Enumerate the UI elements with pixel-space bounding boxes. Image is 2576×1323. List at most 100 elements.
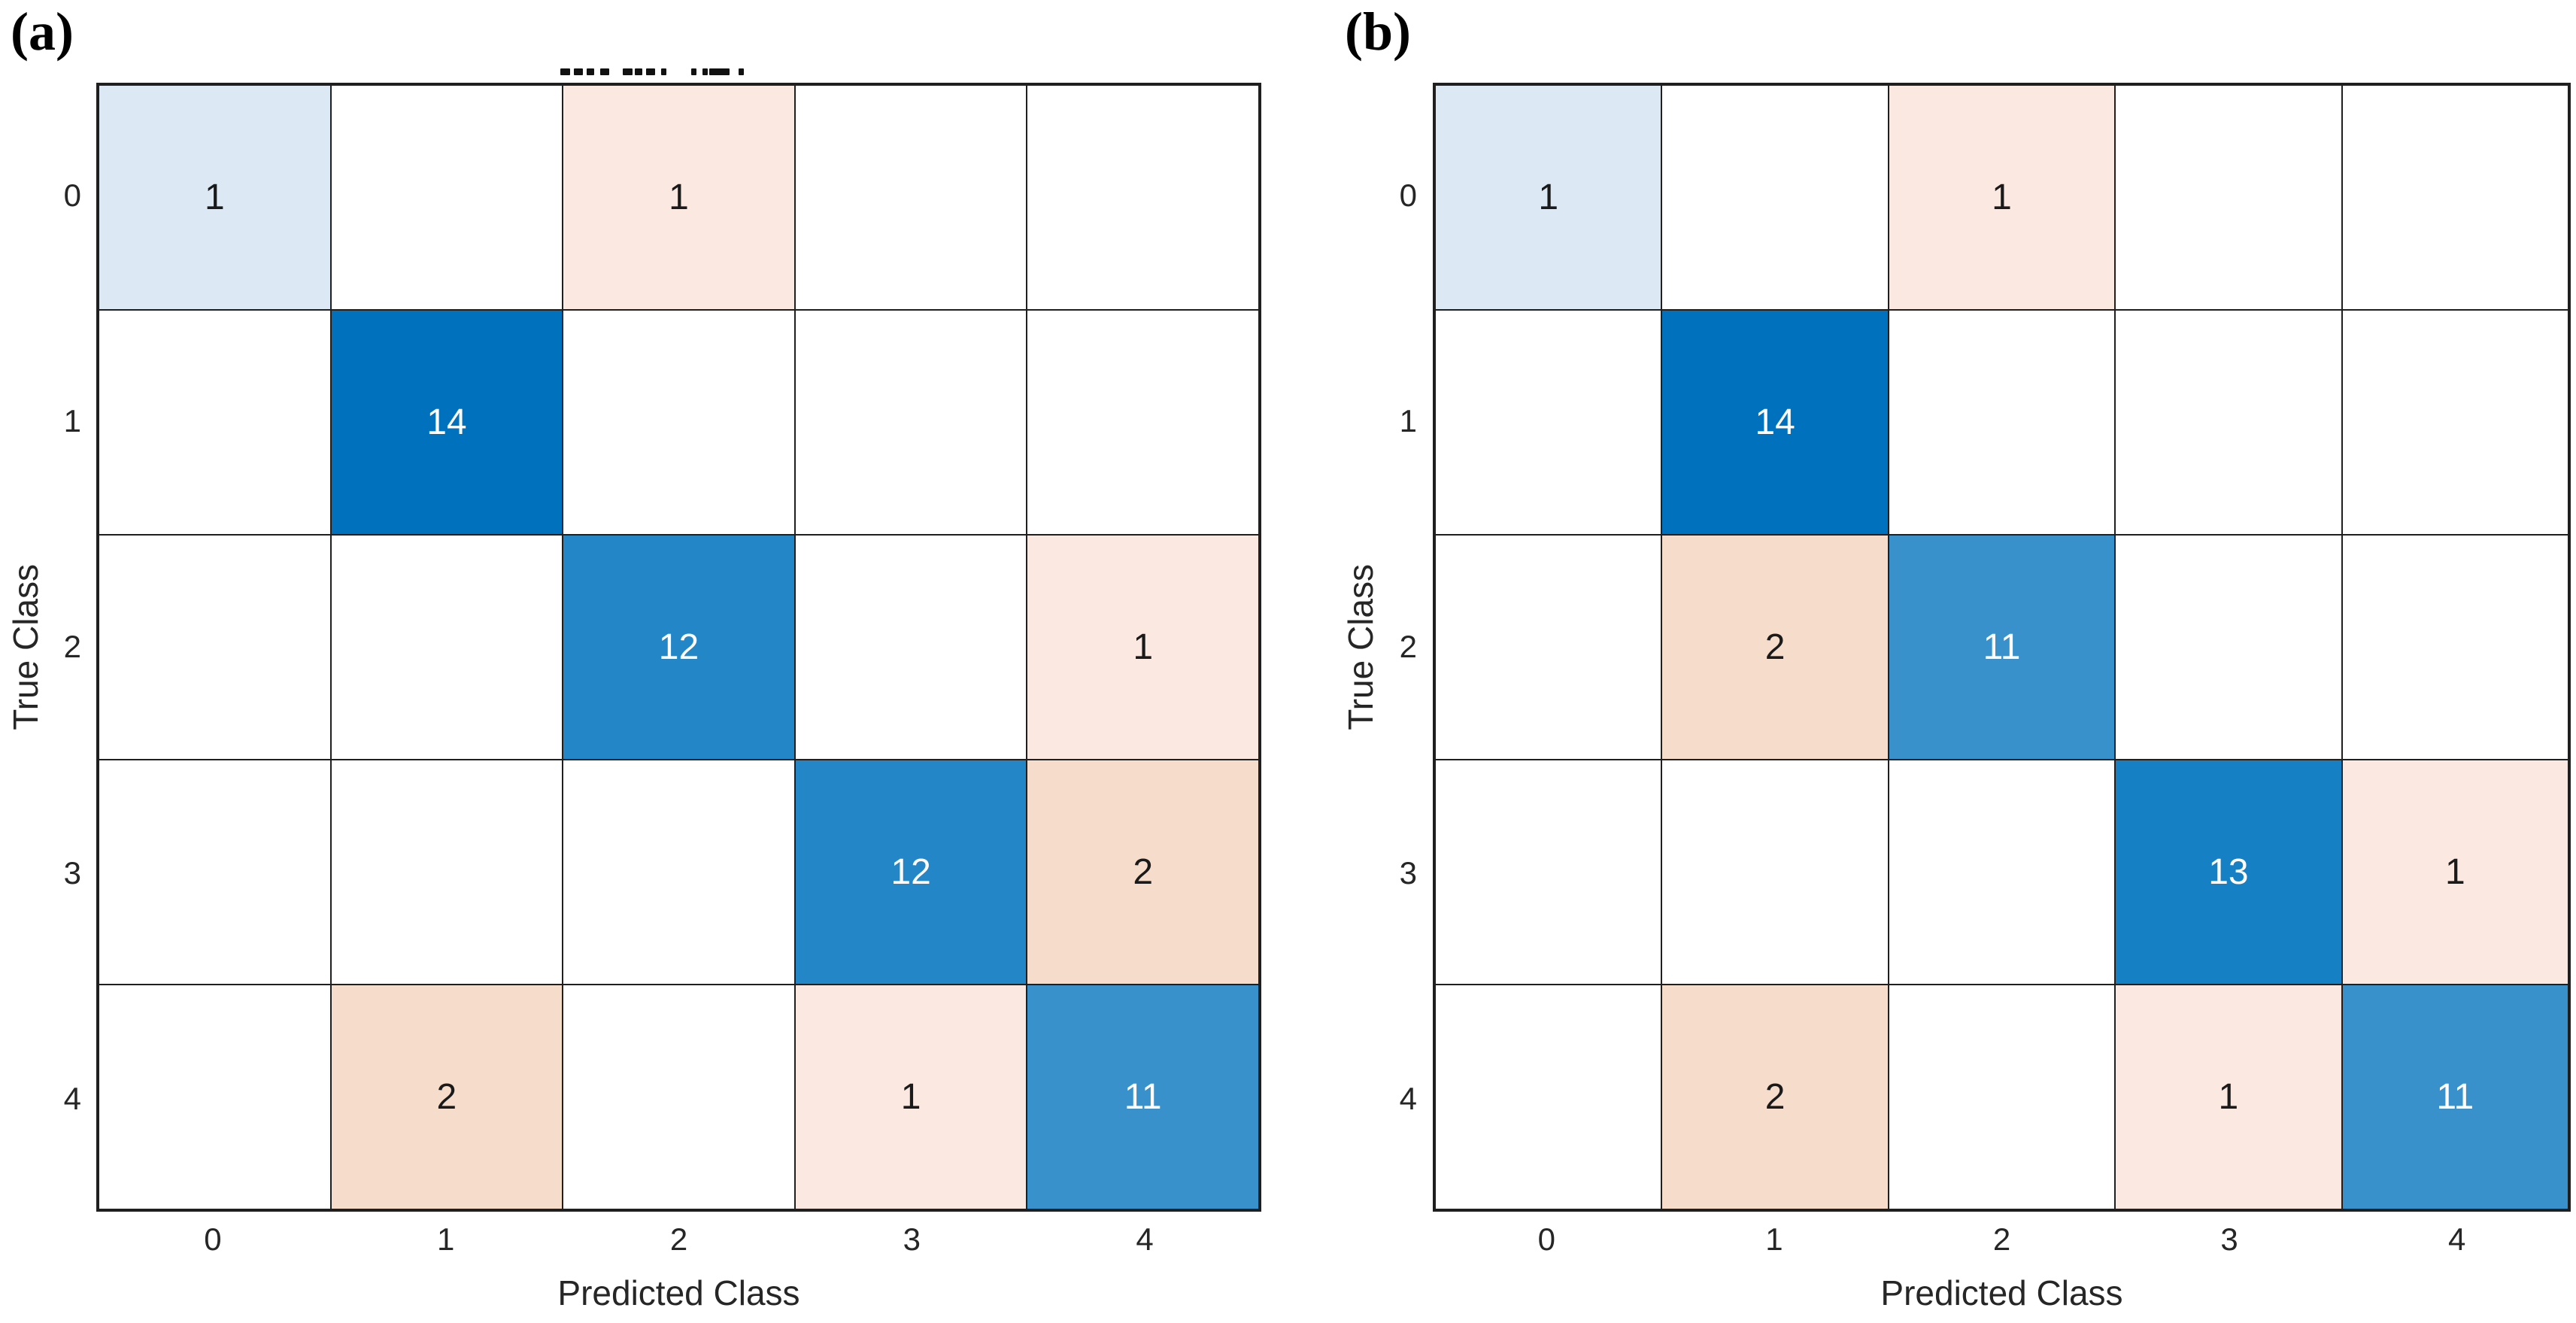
matrix-cell <box>1435 760 1662 985</box>
x-tick: 3 <box>903 1221 921 1257</box>
matrix-cell <box>2341 85 2568 310</box>
panel-a-x-axis-ticks: 0 1 2 3 4 <box>96 1221 1261 1261</box>
cell-value: 14 <box>1755 402 1795 442</box>
y-tick: 2 <box>63 629 81 665</box>
matrix-cell <box>794 85 1027 310</box>
matrix-cell: 12 <box>794 760 1027 985</box>
matrix-cell <box>1435 985 1662 1209</box>
matrix-cell: 2 <box>1661 535 1889 760</box>
matrix-cell: 12 <box>563 535 795 760</box>
matrix-cell: 1 <box>99 85 331 310</box>
matrix-cell <box>794 310 1027 535</box>
matrix-cell <box>563 985 795 1209</box>
matrix-cell <box>1888 760 2116 985</box>
cell-value: 12 <box>658 627 699 667</box>
matrix-cell <box>2115 535 2342 760</box>
matrix-cell <box>563 310 795 535</box>
matrix-cell <box>2341 535 2568 760</box>
cell-value: 2 <box>1764 627 1786 667</box>
panel-a-confusion-matrix: 1 1 14 12 1 12 2 2 1 11 <box>96 83 1261 1212</box>
matrix-cell <box>563 760 795 985</box>
y-tick: 1 <box>1399 403 1417 439</box>
matrix-cell <box>2341 310 2568 535</box>
clipped-title-fragment <box>560 64 797 75</box>
matrix-cell: 11 <box>1888 535 2116 760</box>
cell-value: 2 <box>1764 1076 1786 1117</box>
cell-value: 1 <box>1992 177 2012 217</box>
panel-b-y-axis-ticks: 0 1 2 3 4 <box>1358 83 1417 1212</box>
matrix-cell <box>99 760 331 985</box>
matrix-cell <box>2115 85 2342 310</box>
cell-value: 1 <box>2218 1076 2239 1117</box>
matrix-cell <box>99 310 331 535</box>
matrix-cell: 11 <box>2341 985 2568 1209</box>
matrix-cell <box>1435 310 1662 535</box>
cell-value: 11 <box>2436 1076 2474 1117</box>
y-tick: 0 <box>1399 178 1417 214</box>
cell-value: 12 <box>891 851 931 892</box>
matrix-cell: 1 <box>2115 985 2342 1209</box>
cell-value: 13 <box>2208 851 2249 892</box>
x-tick: 1 <box>1765 1221 1783 1257</box>
panel-a-x-axis-label: Predicted Class <box>557 1273 800 1312</box>
cell-value: 1 <box>900 1076 921 1117</box>
matrix-cell <box>1661 85 1889 310</box>
y-tick: 0 <box>63 178 81 214</box>
x-tick: 3 <box>2220 1221 2238 1257</box>
cell-value: 11 <box>1124 1076 1162 1117</box>
matrix-cell <box>99 985 331 1209</box>
x-tick: 4 <box>2448 1221 2466 1257</box>
matrix-cell: 2 <box>330 985 563 1209</box>
panel-b-label: (b) <box>1345 2 1411 62</box>
x-tick: 2 <box>669 1221 688 1257</box>
matrix-cell <box>1888 985 2116 1209</box>
x-tick: 0 <box>1537 1221 1555 1257</box>
panel-a-y-axis-ticks: 0 1 2 3 4 <box>23 83 81 1212</box>
matrix-cell <box>1888 310 2116 535</box>
matrix-cell <box>1027 310 1259 535</box>
x-tick: 1 <box>437 1221 455 1257</box>
panel-b-x-axis-ticks: 0 1 2 3 4 <box>1433 1221 2571 1261</box>
cell-value: 1 <box>2444 851 2465 892</box>
matrix-cell: 1 <box>563 85 795 310</box>
cell-value: 1 <box>204 177 225 217</box>
matrix-cell <box>330 535 563 760</box>
matrix-cell <box>794 535 1027 760</box>
matrix-cell <box>1027 85 1259 310</box>
panel-b-x-axis-label: Predicted Class <box>1880 1273 2123 1312</box>
cell-value: 1 <box>1538 177 1559 217</box>
cell-value: 11 <box>1983 627 2021 667</box>
matrix-cell: 14 <box>1661 310 1889 535</box>
x-tick: 2 <box>1992 1221 2011 1257</box>
cell-value: 14 <box>426 402 467 442</box>
cell-value: 1 <box>669 177 689 217</box>
matrix-cell: 13 <box>2115 760 2342 985</box>
y-tick: 3 <box>1399 854 1417 891</box>
x-tick: 0 <box>204 1221 222 1257</box>
panel-b-confusion-matrix: 1 1 14 2 11 13 1 2 1 11 <box>1433 83 2571 1212</box>
matrix-cell: 2 <box>1027 760 1259 985</box>
y-tick: 3 <box>63 854 81 891</box>
matrix-cell <box>2115 310 2342 535</box>
y-tick: 2 <box>1399 629 1417 665</box>
matrix-cell <box>1661 760 1889 985</box>
matrix-cell <box>330 760 563 985</box>
matrix-cell: 2 <box>1661 985 1889 1209</box>
cell-value: 2 <box>436 1076 457 1117</box>
matrix-cell <box>99 535 331 760</box>
matrix-cell: 1 <box>1435 85 1662 310</box>
matrix-cell: 1 <box>2341 760 2568 985</box>
cell-value: 1 <box>1133 627 1154 667</box>
matrix-cell: 1 <box>1888 85 2116 310</box>
matrix-cell <box>330 85 563 310</box>
matrix-cell: 1 <box>794 985 1027 1209</box>
y-tick: 4 <box>1399 1080 1417 1116</box>
matrix-cell: 14 <box>330 310 563 535</box>
y-tick: 1 <box>63 403 81 439</box>
y-tick: 4 <box>63 1080 81 1116</box>
matrix-cell <box>1435 535 1662 760</box>
matrix-cell: 11 <box>1027 985 1259 1209</box>
matrix-cell: 1 <box>1027 535 1259 760</box>
panel-a-label: (a) <box>11 2 74 62</box>
